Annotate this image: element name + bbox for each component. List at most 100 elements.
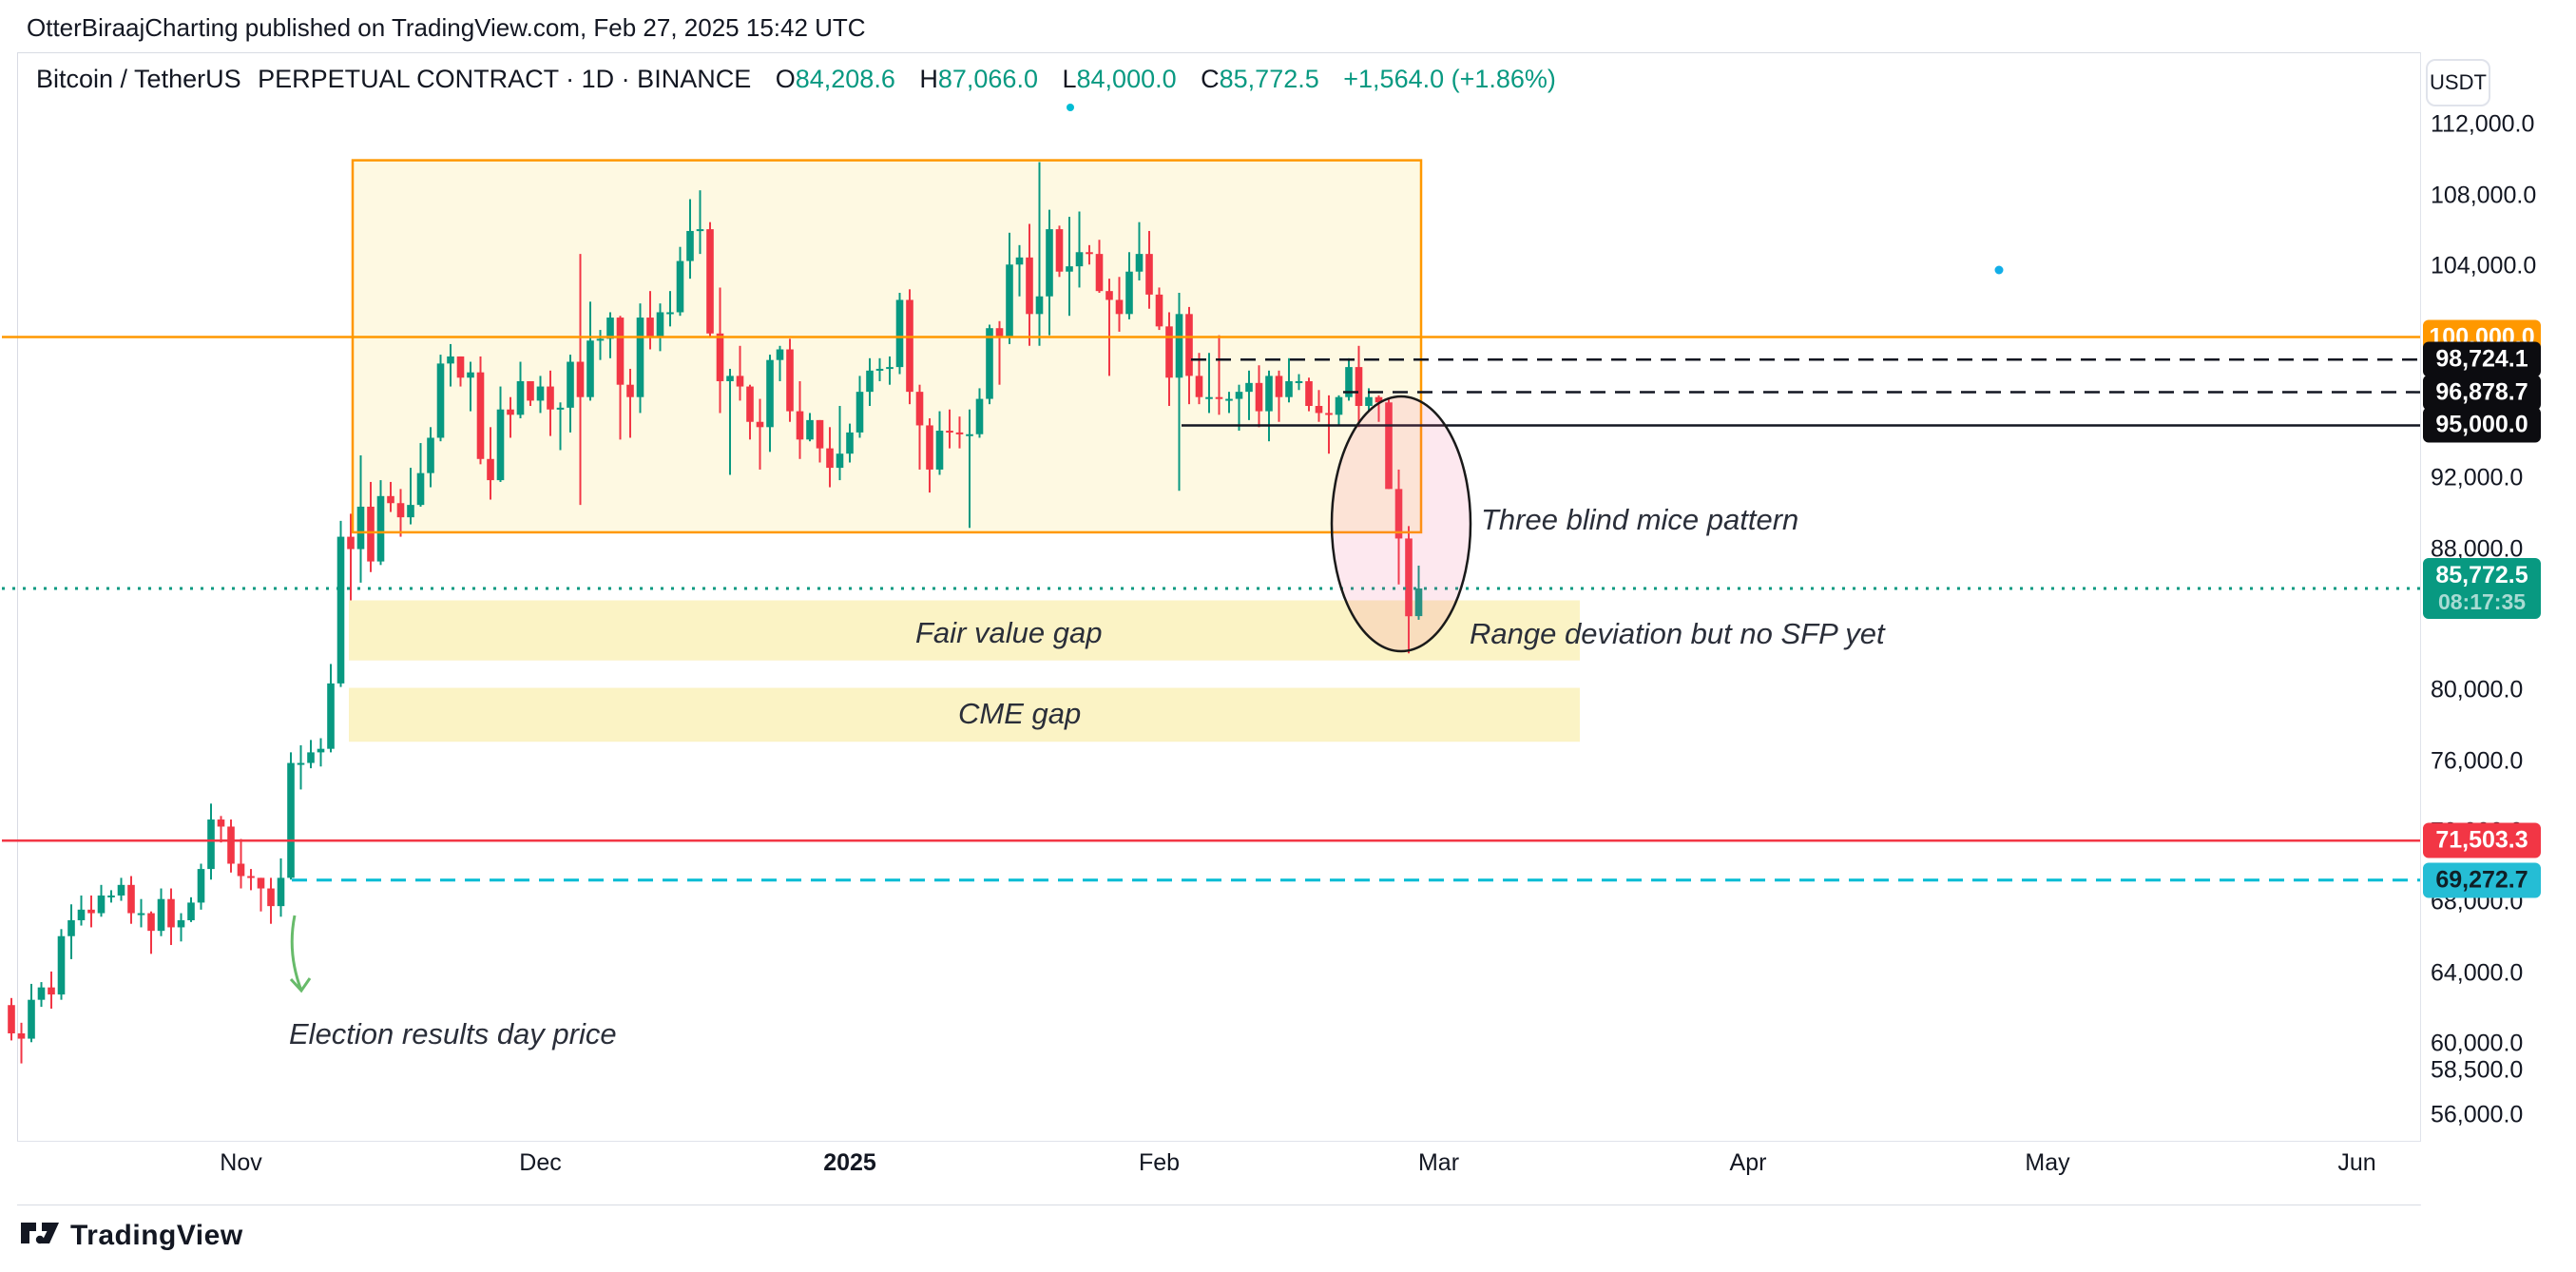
candle[interactable] bbox=[975, 388, 984, 438]
candle[interactable] bbox=[1115, 277, 1124, 332]
candle[interactable] bbox=[1086, 244, 1093, 265]
candle[interactable] bbox=[1255, 365, 1263, 428]
candle[interactable] bbox=[467, 361, 474, 412]
candle[interactable] bbox=[586, 301, 594, 401]
candle[interactable] bbox=[447, 343, 454, 387]
candle[interactable] bbox=[1265, 370, 1273, 442]
candle[interactable] bbox=[966, 409, 973, 529]
cme-gap-zone[interactable] bbox=[349, 687, 1580, 742]
candle[interactable] bbox=[1026, 223, 1033, 346]
candle[interactable] bbox=[776, 345, 784, 381]
candle[interactable] bbox=[706, 222, 714, 337]
candle[interactable] bbox=[456, 356, 465, 387]
election-arrow[interactable] bbox=[290, 915, 303, 992]
candle[interactable] bbox=[756, 398, 764, 470]
candle[interactable] bbox=[666, 291, 674, 327]
candle[interactable] bbox=[626, 368, 634, 438]
candle[interactable] bbox=[347, 513, 355, 601]
candle[interactable] bbox=[726, 368, 734, 475]
candle[interactable] bbox=[396, 489, 405, 537]
candle[interactable] bbox=[1345, 357, 1353, 401]
candle[interactable] bbox=[157, 888, 165, 936]
candle[interactable] bbox=[1275, 370, 1283, 422]
candle[interactable] bbox=[257, 877, 265, 912]
candle[interactable] bbox=[547, 370, 554, 436]
candle[interactable] bbox=[676, 246, 684, 317]
candle[interactable] bbox=[376, 480, 385, 566]
candle[interactable] bbox=[1205, 353, 1213, 414]
candle[interactable] bbox=[736, 345, 744, 401]
candle[interactable] bbox=[1165, 312, 1173, 407]
fair-value-gap-zone[interactable] bbox=[349, 600, 1580, 661]
candle[interactable] bbox=[287, 752, 295, 880]
candle[interactable] bbox=[187, 896, 195, 922]
candle[interactable] bbox=[656, 303, 664, 352]
candle[interactable] bbox=[646, 291, 654, 350]
candle[interactable] bbox=[436, 355, 445, 442]
candle[interactable] bbox=[796, 380, 804, 459]
candle[interactable] bbox=[37, 982, 46, 1008]
candle[interactable] bbox=[906, 289, 913, 405]
candle[interactable] bbox=[28, 983, 35, 1043]
candle[interactable] bbox=[816, 419, 824, 463]
candle[interactable] bbox=[686, 199, 694, 279]
candle[interactable] bbox=[527, 380, 534, 407]
candle[interactable] bbox=[886, 356, 894, 385]
candle[interactable] bbox=[57, 929, 66, 1000]
election-day-label[interactable]: Election results day price bbox=[289, 1017, 617, 1050]
candle[interactable] bbox=[786, 338, 794, 422]
candle[interactable] bbox=[237, 838, 245, 889]
candle[interactable] bbox=[895, 293, 904, 375]
candle[interactable] bbox=[87, 895, 95, 928]
candle[interactable] bbox=[1315, 390, 1323, 422]
symbol-title[interactable]: Bitcoin / TetherUS bbox=[36, 65, 241, 93]
candle[interactable] bbox=[297, 744, 305, 790]
candle[interactable] bbox=[1155, 287, 1163, 331]
candle[interactable] bbox=[1195, 353, 1203, 405]
candle[interactable] bbox=[1185, 306, 1193, 405]
candle[interactable] bbox=[915, 384, 924, 470]
candle[interactable] bbox=[536, 376, 545, 414]
candle[interactable] bbox=[1015, 244, 1024, 297]
candle[interactable] bbox=[926, 418, 933, 493]
candle[interactable] bbox=[1405, 526, 1413, 654]
candle[interactable] bbox=[127, 876, 135, 924]
candle[interactable] bbox=[935, 411, 944, 475]
candle[interactable] bbox=[826, 427, 834, 488]
candle[interactable] bbox=[766, 355, 774, 453]
candle[interactable] bbox=[1225, 392, 1233, 414]
candle[interactable] bbox=[67, 904, 75, 959]
candle[interactable] bbox=[866, 357, 874, 407]
candle[interactable] bbox=[516, 361, 525, 419]
candle[interactable] bbox=[855, 376, 864, 438]
candle[interactable] bbox=[1235, 384, 1243, 432]
candle[interactable] bbox=[387, 481, 394, 512]
candle[interactable] bbox=[407, 468, 414, 525]
candle[interactable] bbox=[576, 254, 585, 506]
candle[interactable] bbox=[1355, 345, 1363, 428]
candle[interactable] bbox=[496, 386, 505, 482]
candle[interactable] bbox=[1295, 374, 1303, 391]
candle[interactable] bbox=[17, 1022, 26, 1064]
candle[interactable] bbox=[227, 819, 235, 873]
candle[interactable] bbox=[1035, 162, 1044, 346]
candle[interactable] bbox=[1046, 209, 1053, 336]
candle[interactable] bbox=[1215, 335, 1223, 415]
range-box-fill[interactable] bbox=[353, 160, 1421, 532]
candle[interactable] bbox=[846, 423, 854, 463]
candle[interactable] bbox=[875, 357, 884, 381]
three-blind-mice-ellipse[interactable] bbox=[1330, 395, 1472, 653]
price-axis[interactable]: 112,000.0 108,000.0 104,000.0 92,000.0 88,00… bbox=[2420, 52, 2560, 1205]
time-axis[interactable]: Nov Dec 2025 Feb Mar Apr May Jun bbox=[17, 1141, 2421, 1205]
candle[interactable] bbox=[97, 884, 106, 917]
candle[interactable] bbox=[1145, 230, 1153, 309]
candle[interactable] bbox=[77, 895, 86, 926]
candle[interactable] bbox=[117, 877, 125, 901]
candle[interactable] bbox=[1175, 293, 1183, 491]
candle[interactable] bbox=[1066, 217, 1073, 317]
range-deviation-label[interactable]: Range deviation but no SFP yet bbox=[1470, 617, 1885, 650]
candle[interactable] bbox=[147, 911, 155, 954]
candle[interactable] bbox=[177, 913, 185, 942]
candle[interactable] bbox=[277, 858, 285, 917]
candle[interactable] bbox=[356, 455, 365, 583]
